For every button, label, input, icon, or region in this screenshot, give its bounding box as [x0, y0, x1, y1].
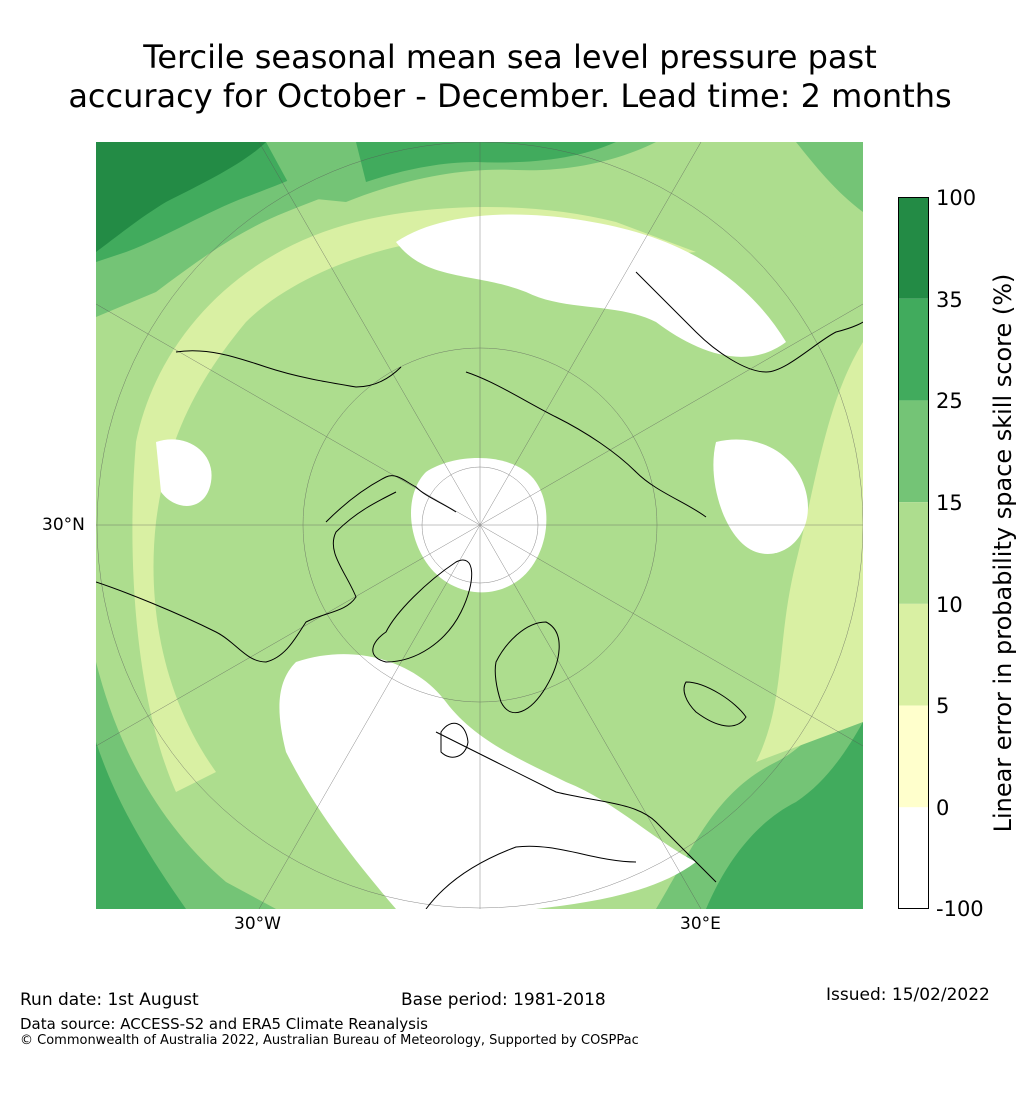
skill-region-top-right-25	[796, 142, 863, 212]
copyright: © Commonwealth of Australia 2022, Austra…	[20, 1033, 639, 1048]
skill-band-pale-green	[132, 207, 697, 792]
coastline-north-america	[96, 491, 397, 663]
colorbar-tick-0: 0	[936, 796, 950, 820]
skill-region-top-left-100	[96, 142, 266, 252]
colorbar-tick-10: 10	[936, 593, 963, 617]
low-skill-east-asia	[713, 439, 808, 554]
colorbar-tick-15: 15	[936, 491, 963, 515]
title-line-1: Tercile seasonal mean sea level pressure…	[143, 38, 877, 76]
colorbar-tick-minus-100: -100	[936, 897, 984, 921]
skill-region-bottom-left-25	[96, 742, 186, 909]
issued-date: Issued: 15/02/2022	[826, 985, 990, 1005]
low-skill-atlantic-europe	[279, 654, 696, 909]
lon-label-30w: 30°W	[234, 914, 281, 934]
coastline-east-asia	[635, 271, 863, 373]
skill-region-top-35	[356, 142, 616, 182]
colorbar-tick-100: 100	[936, 186, 977, 210]
graticule	[96, 142, 863, 909]
colorbar-bin	[898, 603, 929, 706]
colorbar-bin	[898, 705, 929, 808]
coastline-canada-arctic	[325, 475, 457, 523]
colorbar-title: Linear error in probability space skill …	[989, 273, 1017, 833]
skill-score-map	[96, 142, 863, 909]
colorbar-bin	[898, 400, 929, 503]
title-line-2: accuracy for October - December. Lead ti…	[68, 77, 952, 115]
colorbar	[898, 197, 929, 909]
colorbar-bin	[898, 298, 929, 401]
skill-region-top-right	[656, 142, 863, 282]
colorbar-tick-25: 25	[936, 389, 963, 413]
colorbar-bin	[898, 502, 929, 604]
colorbar-bin	[898, 197, 929, 299]
lon-label-30e: 30°E	[680, 914, 721, 934]
base-period: Base period: 1981-2018	[401, 990, 606, 1010]
colorbar-border	[898, 197, 929, 909]
skill-region-bottom-right-25	[706, 722, 863, 909]
skill-region-right	[756, 342, 863, 762]
coastline-caspian	[683, 681, 747, 727]
lat-label-30n: 30°N	[42, 515, 85, 535]
coastline-alaska	[175, 350, 402, 388]
coastline-greenland	[372, 559, 473, 663]
colorbar-bin	[898, 807, 929, 909]
colorbar-tick-5: 5	[936, 694, 950, 718]
coastline-british-isles	[440, 722, 469, 758]
coastline-africa	[425, 845, 637, 909]
coastline-scandinavia	[494, 621, 560, 714]
low-skill-west	[156, 439, 212, 506]
coastlines	[96, 271, 863, 909]
run-date: Run date: 1st August	[20, 990, 199, 1010]
colorbar-tick-35: 35	[936, 288, 963, 312]
coastline-europe	[435, 731, 717, 883]
data-source: Data source: ACCESS-S2 and ERA5 Climate …	[20, 1015, 428, 1033]
coastline-siberia	[465, 371, 707, 518]
chart-title: Tercile seasonal mean sea level pressure…	[0, 38, 1020, 116]
low-skill-north-pacific	[396, 214, 786, 357]
